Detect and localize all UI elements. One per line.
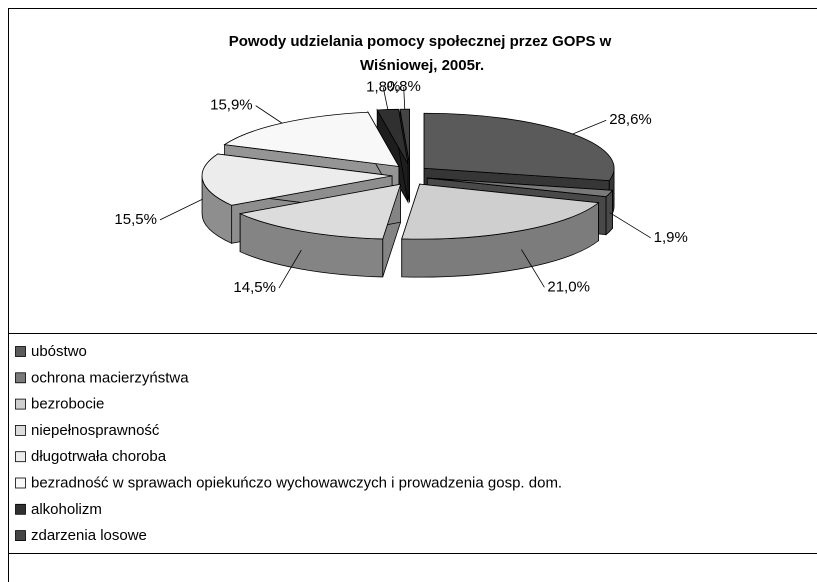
- legend-swatch: [15, 530, 26, 541]
- chart-frame: [8, 8, 817, 582]
- legend-swatch: [15, 503, 26, 515]
- slice: [223, 111, 400, 167]
- slice: [401, 183, 600, 240]
- leader-line: [403, 87, 406, 110]
- slice-group: [238, 183, 402, 278]
- chart-title: Powody udzielania pomocy społecznej prze…: [229, 33, 612, 74]
- data-label: 15,5%: [114, 211, 157, 228]
- legend-swatch: [15, 398, 26, 410]
- data-label: 1,8%: [366, 78, 400, 95]
- data-label: 1,9%: [654, 229, 688, 246]
- leader-line: [609, 212, 651, 239]
- legend-label: ochrona macierzyństwa: [31, 369, 189, 386]
- data-label: 28,6%: [609, 111, 652, 128]
- leader-line: [572, 119, 607, 135]
- legend-label: niepełnosprawność: [31, 422, 160, 439]
- legend: ubóstwo ochrona macierzyństwa bezrobocie ni…: [15, 343, 562, 544]
- data-label: 14,5%: [233, 279, 276, 296]
- leader-line: [278, 249, 302, 289]
- leader-line: [159, 198, 203, 221]
- legend-label: bezradność w sprawach opiekuńczo wychowa…: [31, 474, 562, 491]
- leader-line: [382, 87, 389, 110]
- legend-label: długotrwała choroba: [31, 448, 167, 465]
- leader-line: [521, 249, 545, 288]
- slice: [427, 177, 614, 198]
- leader-line: [255, 105, 283, 124]
- slice: [238, 183, 402, 240]
- legend-swatch: [15, 372, 26, 384]
- legend-swatch: [15, 346, 26, 357]
- data-label: 15,9%: [210, 97, 253, 114]
- legend-label: alkoholizm: [31, 501, 102, 518]
- data-label: 21,0%: [547, 278, 590, 295]
- legend-swatch: [15, 451, 26, 463]
- slice-wall: [605, 189, 613, 236]
- legend-swatch: [15, 424, 26, 436]
- slice: [201, 153, 393, 206]
- legend-swatch: [15, 477, 26, 489]
- legend-label: ubóstwo: [31, 343, 87, 360]
- data-label: 0,8%: [387, 78, 421, 95]
- pie: 28,6% 1,9% 21,0% 14,5% 15,5% 15,9% 1,8%0,8%: [114, 78, 687, 296]
- legend-label: zdarzenia losowe: [31, 527, 147, 544]
- slice-group: [401, 183, 600, 278]
- legend-label: bezrobocie: [31, 396, 104, 413]
